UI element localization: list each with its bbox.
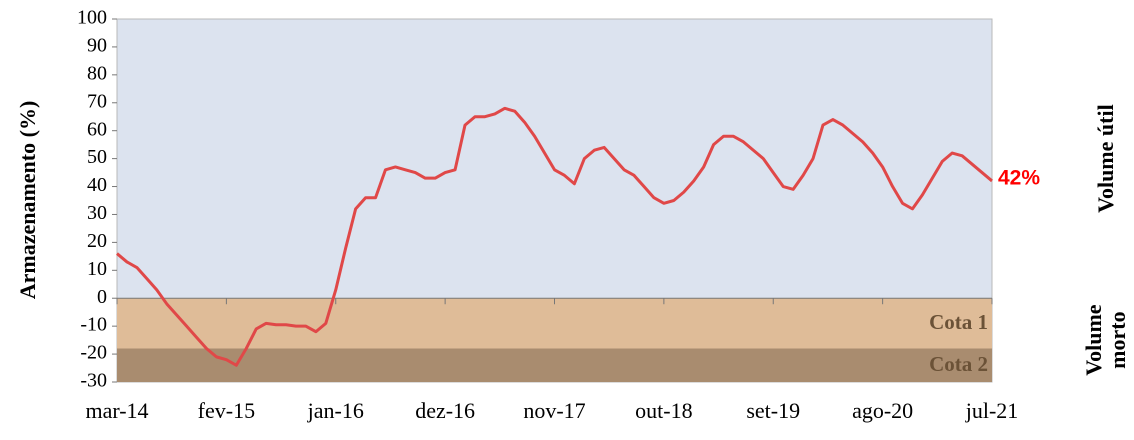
x-tick-label: out-18 xyxy=(635,398,692,423)
y-tick-label: 100 xyxy=(77,7,107,29)
y-tick-label: 40 xyxy=(87,174,107,196)
annotation: 42% xyxy=(998,167,1040,190)
band xyxy=(117,348,992,382)
x-tick-label: ago-20 xyxy=(852,398,913,423)
band xyxy=(117,298,992,349)
side-label: Volume xyxy=(1081,304,1106,376)
y-tick-label: 0 xyxy=(97,286,107,308)
y-tick-label: -20 xyxy=(80,342,107,364)
y-tick-label: 20 xyxy=(87,230,107,252)
x-tick-label: set-19 xyxy=(746,398,800,423)
x-tick-label: dez-16 xyxy=(415,398,475,423)
band-label: Cota 2 xyxy=(929,352,988,376)
y-tick-label: -10 xyxy=(80,314,107,336)
y-tick-label: 50 xyxy=(87,146,107,168)
x-tick-label: nov-17 xyxy=(523,398,585,423)
x-tick-label: jul-21 xyxy=(965,398,1019,423)
y-tick-label: 90 xyxy=(87,35,107,57)
y-tick-label: 60 xyxy=(87,118,107,140)
y-tick-label: 10 xyxy=(87,258,107,280)
y-tick-label: 30 xyxy=(87,202,107,224)
x-tick-label: fev-15 xyxy=(198,398,255,423)
data-line xyxy=(116,106,993,367)
y-tick-label: 70 xyxy=(87,90,107,112)
side-label: morto xyxy=(1105,311,1130,368)
band-label: Cota 1 xyxy=(929,310,988,334)
y-axis-label: Armazenamento (%) xyxy=(15,101,40,300)
side-label: Volume útil xyxy=(1093,104,1118,213)
x-tick-label: mar-14 xyxy=(85,398,148,423)
y-tick-label: -30 xyxy=(80,370,107,392)
y-tick-label: 80 xyxy=(87,62,107,84)
x-tick-label: jan-16 xyxy=(307,398,364,423)
